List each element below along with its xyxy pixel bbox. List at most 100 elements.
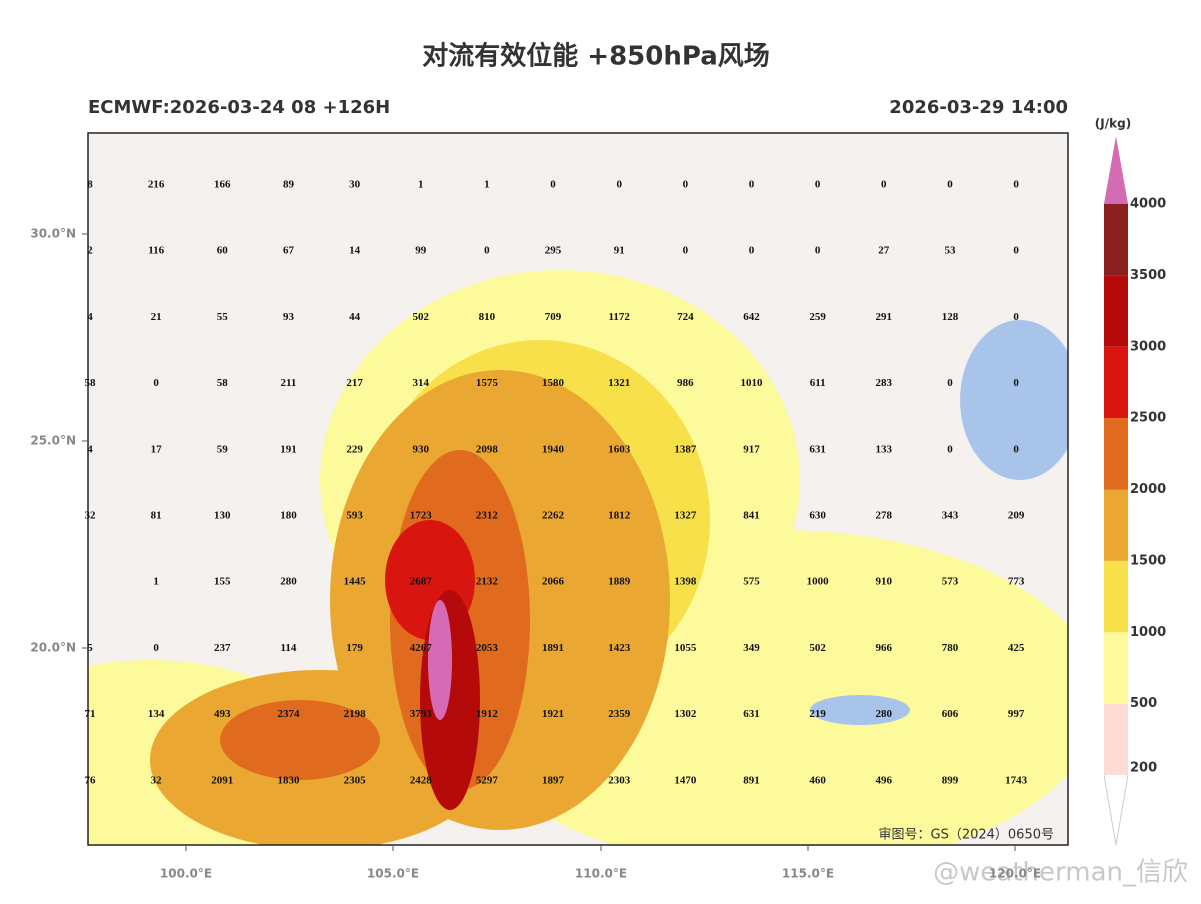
lon-label: 110.0°E bbox=[575, 867, 627, 881]
watermark: @weatherman_信欣 bbox=[933, 858, 1188, 888]
cape-value: 1 bbox=[418, 179, 424, 191]
cape-value: 1940 bbox=[542, 443, 565, 455]
cape-value: 2098 bbox=[476, 443, 499, 455]
cape-value: 1743 bbox=[1005, 774, 1028, 786]
cape-value: 91 bbox=[614, 245, 625, 257]
lat-label: 25.0°N bbox=[30, 434, 76, 448]
colorbar-bin bbox=[1104, 275, 1128, 347]
cape-value: 1 bbox=[153, 576, 159, 588]
cape-value: 114 bbox=[280, 642, 296, 654]
cape-value: 2 bbox=[87, 245, 93, 257]
cape-value: 966 bbox=[876, 642, 893, 654]
cape-value: 0 bbox=[947, 443, 953, 455]
cape-value: 0 bbox=[947, 179, 953, 191]
cape-value: 180 bbox=[280, 510, 297, 522]
colorbar-bin bbox=[1104, 418, 1128, 490]
cape-value: 0 bbox=[153, 377, 159, 389]
cape-value: 314 bbox=[413, 377, 430, 389]
cape-value: 1575 bbox=[476, 377, 499, 389]
cape-value: 502 bbox=[413, 311, 430, 323]
cape-value: 216 bbox=[148, 179, 165, 191]
cape-value: 89 bbox=[283, 179, 295, 191]
cape-value: 229 bbox=[346, 443, 363, 455]
cape-value: 2091 bbox=[211, 774, 233, 786]
cape-value: 425 bbox=[1008, 642, 1025, 654]
subtitle-left: ECMWF:2026-03-24 08 +126H bbox=[88, 97, 390, 118]
cape-value: 295 bbox=[545, 245, 562, 257]
cape-value: 899 bbox=[942, 774, 959, 786]
cape-value: 133 bbox=[876, 443, 893, 455]
cape-value: 291 bbox=[876, 311, 893, 323]
cape-value: 0 bbox=[1013, 179, 1019, 191]
colorbar-label: 3000 bbox=[1130, 339, 1166, 354]
title: 对流有效位能 +850hPa风场 bbox=[422, 41, 770, 72]
cape-value: 606 bbox=[942, 708, 959, 720]
cape-value: 611 bbox=[810, 377, 826, 389]
cape-value: 1889 bbox=[608, 576, 631, 588]
cape-value: 810 bbox=[479, 311, 496, 323]
lat-label: 30.0°N bbox=[30, 227, 76, 241]
cape-value: 2305 bbox=[344, 774, 367, 786]
cape-value: 841 bbox=[743, 510, 760, 522]
cape-value: 343 bbox=[942, 510, 959, 522]
cape-value: 573 bbox=[942, 576, 959, 588]
cape-value: 30 bbox=[349, 179, 361, 191]
cape-value: 910 bbox=[876, 576, 893, 588]
cape-value: 1891 bbox=[542, 642, 564, 654]
cape-value: 1398 bbox=[674, 576, 697, 588]
cape-value: 0 bbox=[1013, 443, 1019, 455]
cape-value: 116 bbox=[148, 245, 164, 257]
lon-label: 115.0°E bbox=[782, 867, 834, 881]
cape-value: 99 bbox=[415, 245, 427, 257]
cape-value: 211 bbox=[280, 377, 296, 389]
cape-value: 209 bbox=[1008, 510, 1025, 522]
cape-value: 593 bbox=[346, 510, 363, 522]
cape-value: 1000 bbox=[807, 576, 830, 588]
cape-value: 32 bbox=[85, 510, 97, 522]
cape-value: 1723 bbox=[410, 510, 433, 522]
cape-value: 283 bbox=[876, 377, 893, 389]
cape-value: 1 bbox=[484, 179, 490, 191]
cape-value: 0 bbox=[1013, 311, 1019, 323]
colorbar-bin bbox=[1104, 346, 1128, 419]
cape-value: 1580 bbox=[542, 377, 565, 389]
cape-value: 630 bbox=[809, 510, 826, 522]
approval-number: 审图号：GS（2024）0650号 bbox=[879, 828, 1055, 843]
cape-value: 0 bbox=[484, 245, 490, 257]
cape-value: 130 bbox=[214, 510, 231, 522]
cape-value: 986 bbox=[677, 377, 694, 389]
colorbar-bin bbox=[1104, 703, 1128, 775]
cape-value: 191 bbox=[280, 443, 297, 455]
cape-value: 134 bbox=[148, 708, 165, 720]
cape-value: 891 bbox=[743, 774, 760, 786]
cape-value: 278 bbox=[876, 510, 893, 522]
cape-value: 1830 bbox=[277, 774, 300, 786]
cape-value: 780 bbox=[942, 642, 959, 654]
cape-value: 60 bbox=[217, 245, 229, 257]
cape-value: 44 bbox=[349, 311, 361, 323]
colorbar-label: 200 bbox=[1130, 761, 1157, 776]
cape-value: 0 bbox=[1013, 245, 1019, 257]
colorbar-label: 2500 bbox=[1130, 411, 1166, 426]
cape-value: 1321 bbox=[608, 377, 630, 389]
cape-value: 724 bbox=[677, 311, 694, 323]
cape-value: 917 bbox=[743, 443, 760, 455]
cape-value: 0 bbox=[881, 179, 887, 191]
cape-value: 997 bbox=[1008, 708, 1025, 720]
cape-value: 1302 bbox=[674, 708, 697, 720]
cape-value: 179 bbox=[346, 642, 363, 654]
cape-value: 496 bbox=[876, 774, 893, 786]
lon-label: 105.0°E bbox=[367, 867, 419, 881]
cape-value: 2132 bbox=[476, 576, 499, 588]
cape-value: 71 bbox=[85, 708, 96, 720]
colorbar-label: 1500 bbox=[1130, 553, 1166, 568]
cape-value: 349 bbox=[743, 642, 760, 654]
cape-value: 1172 bbox=[608, 311, 630, 323]
cape-value: 2066 bbox=[542, 576, 565, 588]
cape-value: 21 bbox=[151, 311, 162, 323]
cape-value: 8 bbox=[87, 179, 93, 191]
cape-value: 55 bbox=[217, 311, 229, 323]
cape-value: 259 bbox=[809, 311, 826, 323]
cape-value: 631 bbox=[809, 443, 826, 455]
